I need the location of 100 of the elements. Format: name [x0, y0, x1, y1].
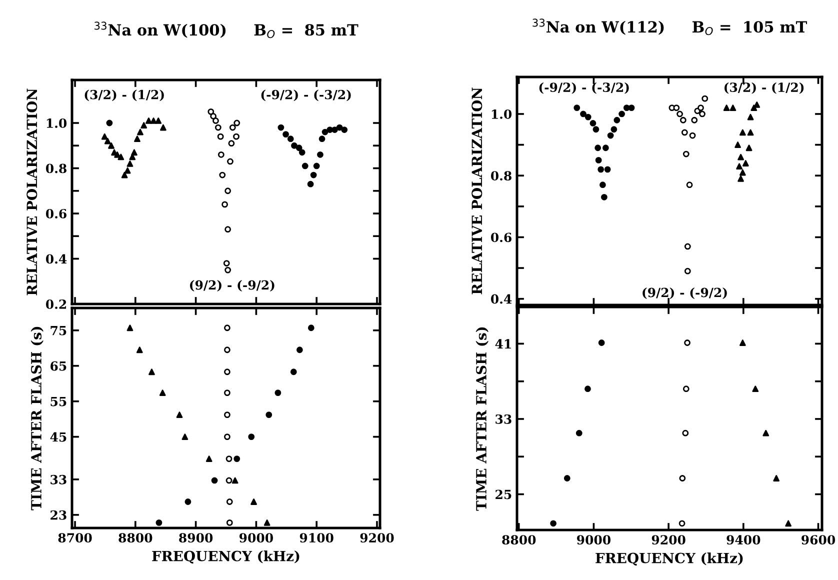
x-axis-title: FREQUENCY (kHz)	[596, 552, 743, 566]
point	[550, 520, 556, 527]
annotation: (9/2) - (-9/2)	[190, 280, 274, 292]
point	[600, 182, 606, 188]
point	[121, 172, 128, 178]
point	[752, 386, 759, 392]
point	[574, 104, 580, 112]
point	[684, 243, 691, 250]
point	[232, 477, 238, 484]
x-tick-label: 8800	[502, 535, 536, 545]
point	[184, 498, 192, 505]
point	[734, 142, 741, 148]
point	[679, 475, 686, 482]
point	[739, 169, 746, 176]
point	[628, 104, 635, 112]
y-tick-label: 0.4	[490, 294, 512, 304]
point	[211, 477, 218, 484]
point	[114, 151, 120, 158]
y-axis-title: RELATIVE POLARIZATION	[472, 88, 482, 294]
point	[682, 386, 690, 392]
point	[224, 188, 232, 194]
point	[291, 142, 298, 149]
point	[308, 324, 314, 332]
point	[598, 340, 605, 346]
point	[224, 346, 230, 354]
point	[680, 116, 686, 124]
y-tick-label: 55	[50, 396, 66, 406]
point	[773, 475, 780, 482]
point	[234, 120, 240, 126]
x-tick-label: 9200	[652, 535, 686, 545]
point	[584, 386, 591, 392]
point	[747, 114, 754, 120]
point	[682, 150, 690, 158]
y-axis-title: TIME AFTER FLASH (s)	[30, 326, 44, 510]
point	[682, 430, 689, 436]
point	[607, 132, 614, 139]
point	[742, 160, 749, 166]
point	[686, 182, 693, 188]
y-tick-label: 0.4	[46, 254, 67, 264]
point	[218, 151, 224, 158]
point	[602, 144, 609, 152]
point	[754, 102, 760, 108]
point	[623, 104, 630, 112]
y-tick-label: 23	[50, 510, 66, 520]
chart-title: $^{33}$Na on W(112) B$_{O}$ = 105 mT	[532, 18, 808, 36]
point	[600, 194, 608, 200]
y-tick-label: 0.6	[490, 232, 512, 242]
point	[134, 136, 140, 142]
point	[307, 180, 314, 188]
point	[564, 475, 570, 482]
point	[738, 175, 744, 182]
point	[248, 434, 255, 440]
point	[698, 104, 704, 112]
point	[738, 154, 744, 160]
point	[282, 131, 289, 138]
point	[228, 140, 235, 147]
point	[155, 118, 162, 124]
point	[310, 172, 317, 178]
annotation: (3/2) - (1/2)	[724, 82, 804, 94]
point	[233, 133, 240, 140]
x-tick-label: 8700	[58, 533, 92, 543]
point	[223, 260, 230, 266]
y-tick-label: 33	[496, 414, 512, 424]
point	[224, 412, 230, 418]
point	[739, 129, 746, 136]
point	[746, 144, 752, 152]
point	[576, 430, 582, 436]
point	[126, 160, 134, 167]
point	[684, 340, 690, 346]
point	[214, 124, 222, 131]
point	[699, 110, 706, 118]
annotation: (9/2) - (-9/2)	[642, 288, 727, 299]
point	[224, 434, 230, 440]
point	[148, 368, 155, 376]
point	[156, 519, 162, 526]
point	[108, 142, 114, 149]
point	[118, 154, 124, 160]
point	[217, 133, 224, 140]
point	[684, 268, 691, 274]
x-tick-label: 9600	[802, 535, 836, 545]
point	[126, 324, 134, 332]
point	[101, 133, 108, 140]
point	[298, 149, 306, 156]
point	[676, 110, 683, 118]
point	[104, 138, 111, 144]
point	[160, 124, 166, 131]
point	[595, 156, 602, 164]
point	[736, 163, 742, 170]
y-tick-label: 45	[50, 432, 66, 442]
point	[296, 346, 303, 354]
point	[229, 124, 236, 131]
x-tick-label: 9400	[726, 535, 760, 545]
point	[702, 95, 708, 102]
point	[131, 149, 138, 156]
point	[287, 136, 294, 142]
x-tick-label: 9200	[360, 533, 394, 543]
point	[723, 104, 730, 112]
point	[224, 266, 232, 274]
y-tick-label: 1.0	[46, 118, 67, 128]
point	[206, 456, 212, 462]
